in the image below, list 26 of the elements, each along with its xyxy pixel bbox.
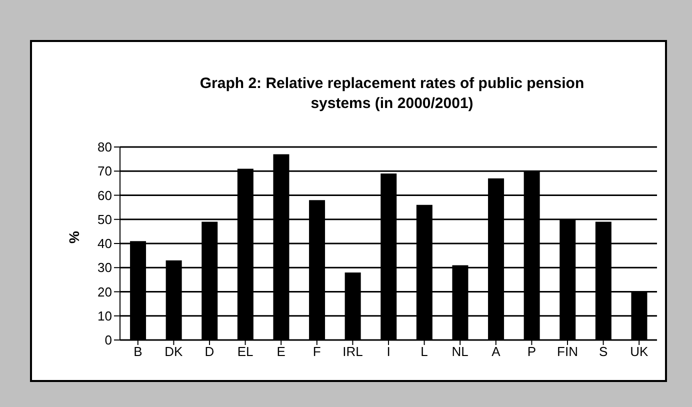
x-tick-label: S <box>598 344 608 360</box>
y-tick-label: 60 <box>98 188 112 203</box>
x-tick-label: F <box>312 344 321 360</box>
y-tick-label: 40 <box>98 236 112 252</box>
x-tick-label: A <box>492 344 501 360</box>
x-tick-label: E <box>276 344 286 360</box>
x-tick-label: NL <box>452 344 468 360</box>
x-tick-label: B <box>134 344 142 360</box>
x-tick-label: UK <box>630 344 648 360</box>
x-tick-label: D <box>204 344 214 360</box>
x-tick-label: L <box>420 344 428 360</box>
x-tick-label: P <box>527 344 536 360</box>
x-tick-label: DK <box>164 344 184 360</box>
x-tick-label: IRL <box>342 344 363 360</box>
y-tick-label: 70 <box>98 164 112 179</box>
chart-title: Graph 2: Relative replacement rates of public pension systems (in 2000/2001) <box>198 74 586 114</box>
y-axis-title: % <box>66 230 82 244</box>
x-tick-label: I <box>386 344 390 360</box>
y-tick-label: 10 <box>98 308 112 324</box>
y-tick-label: 30 <box>98 260 112 276</box>
x-tick-label: FIN <box>557 344 578 360</box>
y-tick-label: 50 <box>98 212 112 227</box>
x-tick-label: EL <box>237 344 254 360</box>
y-tick-label: 80 <box>98 140 112 155</box>
y-tick-label: 0 <box>104 332 112 348</box>
y-tick-label: 20 <box>98 284 112 300</box>
